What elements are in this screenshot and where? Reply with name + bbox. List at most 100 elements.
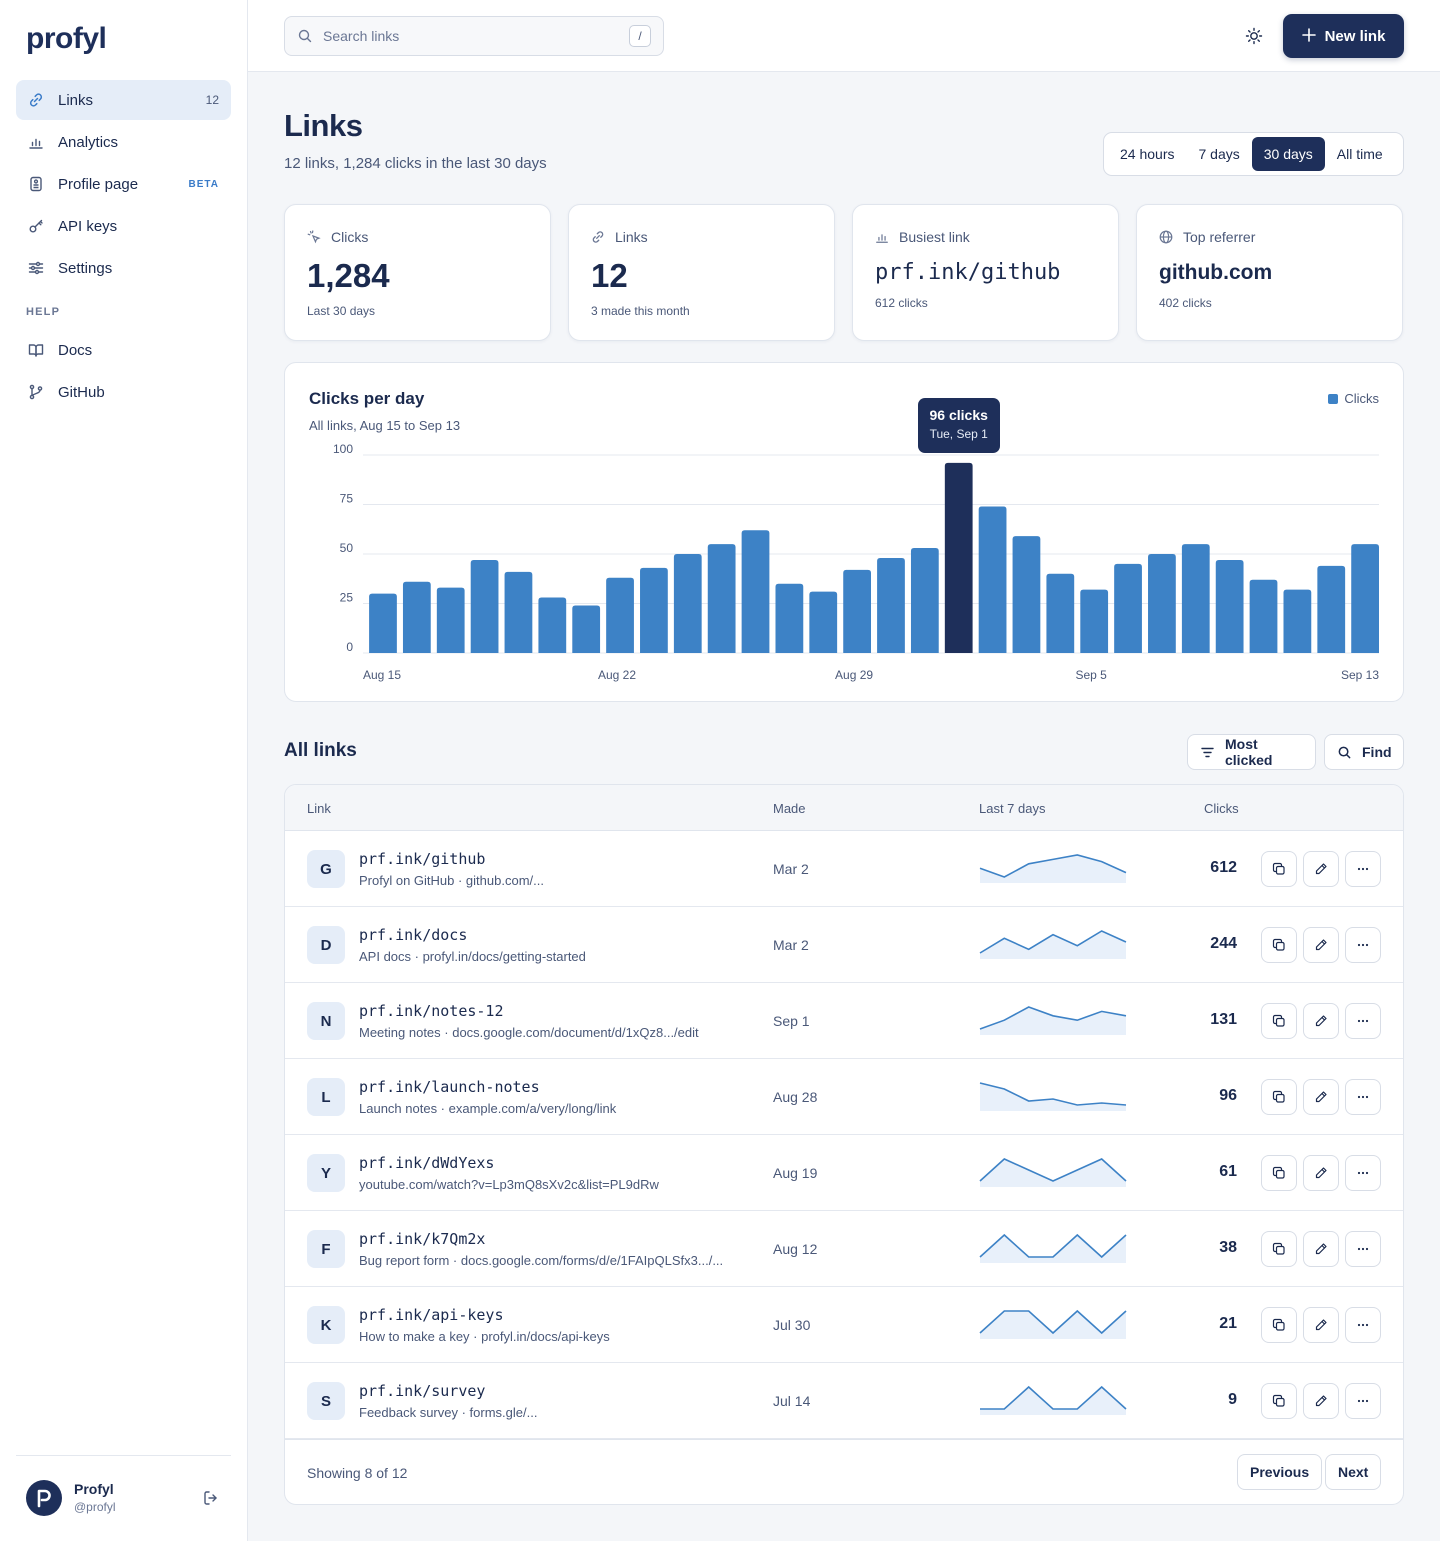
sidebar-item-docs[interactable]: Docs bbox=[16, 330, 231, 370]
link-slug[interactable]: prf.ink/api-keys bbox=[359, 1306, 504, 1324]
edit-link-button[interactable] bbox=[1303, 1231, 1339, 1267]
search-box[interactable]: / bbox=[284, 16, 664, 56]
column-header-last-7-days[interactable]: Last 7 days bbox=[979, 801, 1046, 816]
chart-bar[interactable] bbox=[1351, 544, 1379, 653]
new-link-button[interactable]: New link bbox=[1283, 14, 1404, 58]
pencil-icon bbox=[1314, 1014, 1328, 1028]
chart-bar[interactable] bbox=[369, 593, 397, 653]
chart-bar[interactable] bbox=[877, 557, 905, 653]
edit-link-button[interactable] bbox=[1303, 1307, 1339, 1343]
link-made-date: Mar 2 bbox=[773, 861, 809, 877]
column-header-made[interactable]: Made bbox=[773, 801, 806, 816]
chart-bar[interactable] bbox=[707, 544, 736, 653]
range-24-hours[interactable]: 24 hours bbox=[1120, 146, 1175, 162]
chart-bar[interactable] bbox=[1114, 563, 1142, 653]
previous-page-button[interactable]: Previous bbox=[1237, 1454, 1323, 1490]
chart-bar-highlighted[interactable] bbox=[944, 462, 973, 653]
copy-link-button[interactable] bbox=[1261, 1079, 1297, 1115]
next-page-button[interactable]: Next bbox=[1325, 1454, 1382, 1490]
chart-bar[interactable] bbox=[1080, 589, 1109, 653]
chart-bar[interactable] bbox=[843, 569, 871, 653]
chart-bar[interactable] bbox=[606, 577, 634, 653]
sidebar-item-settings[interactable]: Settings bbox=[16, 248, 231, 288]
range-all-time[interactable]: All time bbox=[1336, 146, 1383, 162]
chart-bar[interactable] bbox=[1181, 544, 1210, 653]
avatar[interactable] bbox=[26, 1479, 62, 1516]
chart-bar[interactable] bbox=[538, 597, 567, 653]
logout-icon[interactable] bbox=[201, 1488, 221, 1508]
more-options-button[interactable] bbox=[1345, 851, 1381, 887]
link-slug[interactable]: prf.ink/launch-notes bbox=[359, 1078, 540, 1096]
stat-value: github.com bbox=[1159, 261, 1273, 284]
chart-bar[interactable] bbox=[572, 605, 601, 653]
more-options-button[interactable] bbox=[1345, 1383, 1381, 1419]
chart-bar[interactable] bbox=[504, 571, 533, 653]
link-slug[interactable]: prf.ink/dWdYexs bbox=[359, 1154, 495, 1172]
edit-link-button[interactable] bbox=[1303, 851, 1339, 887]
theme-toggle-sun-icon[interactable] bbox=[1242, 24, 1266, 48]
copy-link-button[interactable] bbox=[1261, 851, 1297, 887]
chart-bar[interactable] bbox=[470, 559, 499, 653]
chart-bar[interactable] bbox=[1283, 589, 1312, 653]
chart-bar[interactable] bbox=[1046, 573, 1075, 653]
chart-bar[interactable] bbox=[1012, 536, 1041, 653]
copy-link-button[interactable] bbox=[1261, 927, 1297, 963]
range-7-days[interactable]: 7 days bbox=[1198, 146, 1240, 162]
chart-bar[interactable] bbox=[910, 548, 939, 653]
sidebar-item-analytics[interactable]: Analytics bbox=[16, 122, 231, 162]
chart-bar[interactable] bbox=[809, 591, 838, 653]
brand-logo[interactable]: profyl bbox=[26, 22, 107, 55]
link-slug[interactable]: prf.ink/docs bbox=[359, 926, 468, 944]
more-options-button[interactable] bbox=[1345, 1231, 1381, 1267]
copy-link-button[interactable] bbox=[1261, 1383, 1297, 1419]
chart-bar[interactable] bbox=[741, 530, 770, 653]
chart-bar[interactable] bbox=[402, 581, 431, 653]
chart-bar[interactable] bbox=[1148, 554, 1176, 653]
sidebar-item-profile-page[interactable]: Profile page BETA bbox=[16, 164, 231, 204]
more-options-button[interactable] bbox=[1345, 1155, 1381, 1191]
sidebar-item-links[interactable]: Links 12 bbox=[16, 80, 231, 120]
chart-bar[interactable] bbox=[436, 587, 465, 653]
more-options-button[interactable] bbox=[1345, 1003, 1381, 1039]
copy-link-button[interactable] bbox=[1261, 1003, 1297, 1039]
sidebar-item-api-keys[interactable]: API keys bbox=[16, 206, 231, 246]
link-slug[interactable]: prf.ink/notes-12 bbox=[359, 1002, 504, 1020]
more-options-button[interactable] bbox=[1345, 927, 1381, 963]
stat-value[interactable]: prf.ink/github bbox=[875, 260, 1061, 285]
edit-link-button[interactable] bbox=[1303, 1155, 1339, 1191]
copy-link-button[interactable] bbox=[1261, 1307, 1297, 1343]
edit-link-button[interactable] bbox=[1303, 1383, 1339, 1419]
edit-link-button[interactable] bbox=[1303, 1003, 1339, 1039]
range-30-days[interactable]: 30 days bbox=[1251, 137, 1325, 171]
more-options-button[interactable] bbox=[1345, 1307, 1381, 1343]
column-header-link[interactable]: Link bbox=[307, 801, 331, 816]
sidebar-item-github[interactable]: GitHub bbox=[16, 372, 231, 412]
edit-link-button[interactable] bbox=[1303, 927, 1339, 963]
chart-bar[interactable] bbox=[978, 506, 1007, 653]
find-button[interactable]: Find bbox=[1324, 734, 1404, 770]
more-options-button[interactable] bbox=[1345, 1079, 1381, 1115]
copy-link-button[interactable] bbox=[1261, 1155, 1297, 1191]
column-header-clicks[interactable]: Clicks bbox=[1204, 801, 1239, 816]
chart-bar[interactable] bbox=[673, 554, 702, 653]
chart-bar[interactable] bbox=[640, 567, 668, 653]
copy-link-button[interactable] bbox=[1261, 1231, 1297, 1267]
chart-bar[interactable] bbox=[1317, 565, 1346, 653]
chart-bar[interactable] bbox=[775, 583, 804, 653]
link-slug[interactable]: prf.ink/k7Qm2x bbox=[359, 1230, 486, 1248]
chart-bar[interactable] bbox=[1215, 559, 1244, 653]
search-input[interactable] bbox=[323, 28, 629, 44]
edit-link-button[interactable] bbox=[1303, 1079, 1339, 1115]
link-slug[interactable]: prf.ink/github bbox=[359, 850, 486, 868]
chart-bar[interactable] bbox=[1249, 579, 1278, 653]
sort-most-clicked-button[interactable]: Most clicked bbox=[1187, 734, 1316, 770]
link-slug[interactable]: prf.ink/survey bbox=[359, 1382, 486, 1400]
